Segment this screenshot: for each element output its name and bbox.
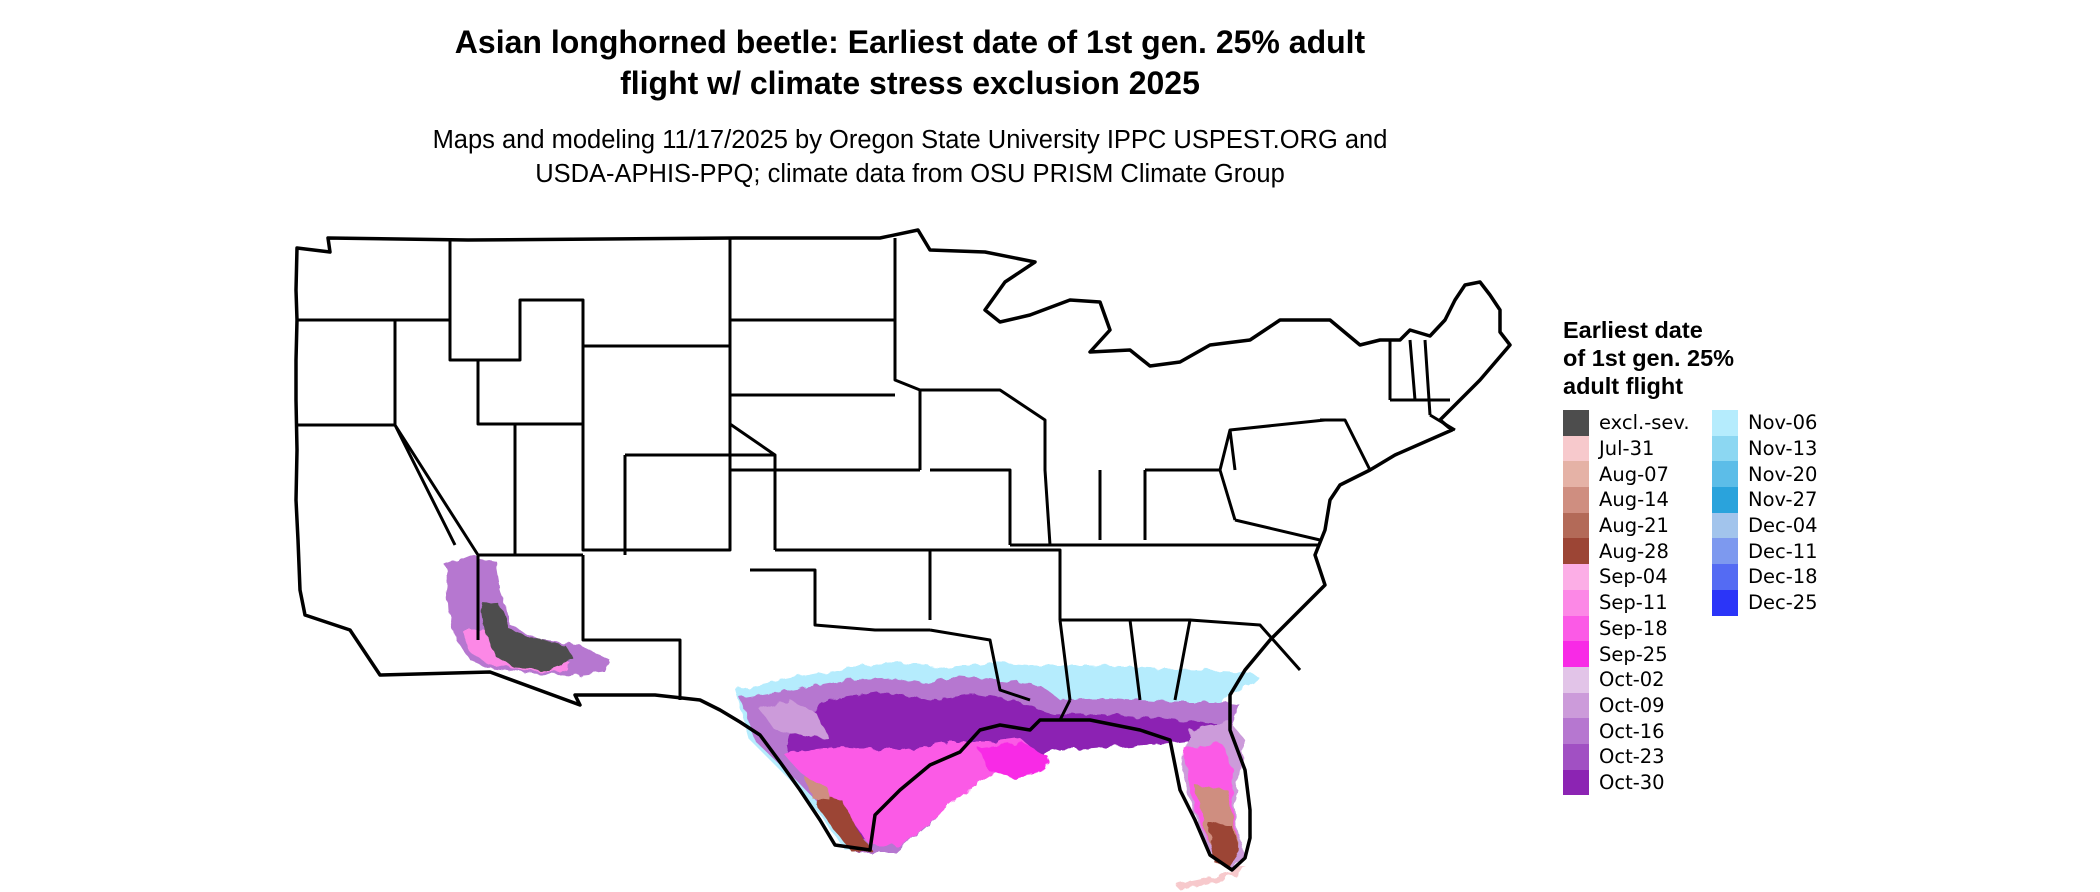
legend-swatch [1712,512,1738,539]
legend-item: Sep-25 [1563,641,1690,667]
map-title: Asian longhorned beetle: Earliest date o… [200,22,1620,104]
legend-swatch [1563,461,1589,488]
legend-swatch [1563,769,1589,796]
us-outline [294,228,1512,872]
legend-item: Nov-06 [1712,410,1818,436]
legend-swatch [1563,410,1589,436]
gulf-band-light-purple [760,700,830,740]
legend-item: Oct-09 [1563,692,1690,719]
legend-label: Sep-18 [1599,616,1668,640]
state-lines-northeast [1388,339,1456,432]
map-subtitle: Maps and modeling 11/17/2025 by Oregon S… [200,123,1620,191]
legend-swatch [1563,692,1589,719]
legend-swatch [1563,589,1589,616]
legend-swatch [1563,615,1589,642]
legend-item: Dec-11 [1712,538,1818,565]
legend-item: Sep-04 [1563,564,1690,590]
legend-swatch [1563,743,1589,770]
legend-item: Dec-04 [1712,512,1818,539]
legend-label: Dec-25 [1748,591,1818,615]
legend-item: Aug-07 [1563,461,1690,488]
legend-swatch [1712,410,1738,436]
legend-item: Sep-18 [1563,615,1690,642]
legend-label: Aug-14 [1599,488,1669,512]
texas-tip-tan [806,778,830,800]
legend-item: Oct-02 [1563,666,1690,693]
legend-title-line: of 1st gen. 25% [1563,345,1735,371]
legend-swatch [1712,435,1738,462]
legend-title: Earliest date of 1st gen. 25% adult flig… [1563,316,1734,400]
legend-swatch [1712,538,1738,565]
legend-swatch [1712,589,1738,616]
legend-column-2: Nov-06 Nov-13 Nov-20 Nov-27 Dec-04 Dec-11 Dec-… [1712,410,1818,616]
legend-label: excl.-sev. [1599,411,1690,435]
forecast-fields [445,555,1260,890]
state-boundaries [297,238,1456,721]
legend-label: Sep-11 [1599,591,1668,615]
legend-title-line: adult flight [1563,373,1684,399]
texas-tip-brown [815,792,872,852]
legend-label: Oct-09 [1599,693,1665,717]
florida-tip-brown [1208,822,1240,868]
legend-swatch [1563,718,1589,744]
map-subtitle-line-1: Maps and modeling 11/17/2025 by Oregon S… [432,126,1388,154]
legend-swatch [1712,461,1738,488]
legend-label: Oct-30 [1599,770,1665,794]
legend-label: Oct-16 [1599,719,1665,743]
legend-label: Sep-25 [1599,642,1668,666]
legend-column-1: excl.-sev. Jul-31 Aug-07 Aug-14 Aug-21 Aug-28… [1563,410,1690,796]
legend-label: Dec-11 [1748,539,1818,563]
legend-item: Oct-23 [1563,743,1690,770]
legend-label: Dec-18 [1748,565,1818,589]
legend-label: Oct-23 [1599,745,1665,769]
louisiana-magenta [978,742,1050,778]
legend-item: Aug-14 [1563,487,1690,513]
legend-swatch [1563,564,1589,590]
legend-item: Aug-28 [1563,538,1690,565]
legend-label: Oct-02 [1599,668,1665,692]
legend-label: Jul-31 [1599,437,1655,461]
legend-item: Dec-18 [1712,564,1818,590]
florida-keys-pink [1175,866,1245,890]
legend-label: Dec-04 [1748,514,1818,538]
legend-swatch [1563,487,1589,513]
map-subtitle-line-2: USDA-APHIS-PPQ; climate data from OSU PR… [535,160,1285,188]
state-lines-west [297,238,777,700]
legend-item: Oct-30 [1563,769,1690,796]
legend-swatch [1712,564,1738,590]
legend-swatch [1563,641,1589,667]
legend-item: Aug-21 [1563,512,1690,539]
legend-label: Nov-27 [1748,488,1818,512]
legend-item: Sep-11 [1563,589,1690,616]
legend-item: Jul-31 [1563,435,1690,462]
legend-swatch [1712,487,1738,513]
legend-item: excl.-sev. [1563,410,1690,436]
state-lines-central [728,238,1062,702]
legend-title-line: Earliest date [1563,317,1703,343]
legend-label: Nov-13 [1748,437,1818,461]
legend-label: Sep-04 [1599,565,1668,589]
sw-desert-excluded [480,600,575,670]
legend-item: Dec-25 [1712,589,1818,616]
map-title-line-2: flight w/ climate stress exclusion 2025 [620,65,1200,101]
texas-coast-pink [782,738,1040,845]
map-title-line-1: Asian longhorned beetle: Earliest date o… [454,24,1366,60]
legend-swatch [1563,538,1589,565]
legend-item: Nov-13 [1712,435,1818,462]
legend-swatch [1563,666,1589,693]
legend-item: Nov-27 [1712,487,1818,513]
legend-label: Aug-21 [1599,514,1669,538]
legend-item: Nov-20 [1712,461,1818,488]
legend-item: Oct-16 [1563,718,1690,744]
legend-label: Aug-28 [1599,539,1669,563]
state-lines-east [1010,418,1372,721]
legend-label: Nov-20 [1748,462,1818,486]
legend-swatch [1563,512,1589,539]
legend-label: Nov-06 [1748,411,1818,435]
legend-label: Aug-07 [1599,462,1669,486]
legend-swatch [1563,435,1589,462]
